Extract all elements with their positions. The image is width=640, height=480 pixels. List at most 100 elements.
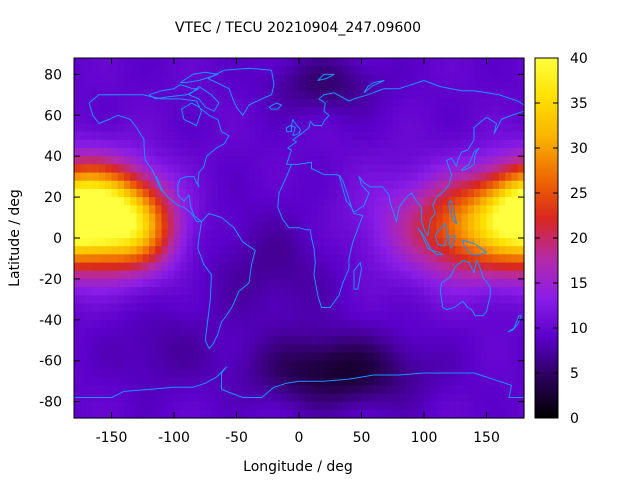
heatmap-cell: [124, 197, 131, 206]
heatmap-cell: [417, 90, 425, 100]
heatmap-cell: [305, 164, 313, 174]
heatmap-cell: [305, 409, 313, 419]
heatmap-cell: [305, 197, 313, 206]
heatmap-cell: [230, 246, 238, 255]
heatmap-cell: [149, 246, 156, 255]
heatmap-cell: [80, 270, 88, 280]
heatmap-cell: [399, 229, 406, 239]
coastline: [74, 366, 524, 398]
heatmap-cell: [130, 74, 138, 84]
heatmap-cell: [336, 336, 344, 345]
heatmap-cell: [155, 336, 163, 345]
heatmap-cell: [361, 368, 369, 378]
heatmap-cell: [305, 156, 313, 165]
heatmap-cell: [205, 90, 213, 100]
heatmap-cell: [261, 98, 269, 108]
heatmap-cell: [255, 74, 263, 84]
heatmap-cell: [86, 74, 94, 84]
heatmap-cell: [142, 278, 150, 288]
heatmap-cell: [167, 188, 175, 198]
heatmap-cell: [186, 131, 194, 141]
heatmap-cell: [161, 246, 169, 255]
heatmap-cell: [305, 278, 313, 288]
heatmap-cell: [292, 352, 300, 362]
heatmap-cell: [330, 131, 338, 141]
heatmap-cell: [467, 393, 475, 403]
heatmap-cell: [249, 221, 256, 231]
heatmap-cell: [186, 385, 194, 395]
heatmap-cell: [417, 344, 425, 354]
heatmap-cell: [242, 180, 250, 190]
heatmap-cell: [399, 148, 406, 157]
heatmap-cell: [411, 270, 419, 280]
heatmap-cell: [92, 311, 100, 321]
heatmap-cell: [117, 205, 125, 215]
heatmap-cell: [336, 131, 344, 141]
heatmap-cell: [380, 66, 388, 75]
heatmap-cell: [242, 131, 250, 141]
heatmap-cell: [386, 344, 394, 354]
heatmap-cell: [424, 328, 431, 337]
heatmap-cell: [299, 123, 306, 133]
heatmap-cell: [305, 82, 313, 92]
heatmap-cell: [124, 385, 131, 395]
heatmap-cell: [149, 352, 156, 362]
heatmap-cell: [186, 262, 194, 272]
heatmap-cell: [142, 262, 150, 272]
heatmap-cell: [442, 254, 450, 264]
heatmap-cell: [386, 213, 394, 223]
heatmap-cell: [392, 328, 400, 337]
heatmap-cell: [492, 287, 500, 296]
heatmap-cell: [399, 336, 406, 345]
heatmap-cell: [236, 352, 244, 362]
heatmap-cell: [405, 270, 413, 280]
heatmap-cell: [399, 270, 406, 280]
heatmap-cell: [192, 278, 200, 288]
heatmap-cell: [274, 74, 281, 84]
heatmap-cell: [474, 352, 481, 362]
heatmap-cell: [105, 164, 113, 174]
heatmap-cell: [374, 385, 381, 395]
heatmap-cell: [467, 90, 475, 100]
heatmap-cell: [124, 270, 131, 280]
heatmap-cell: [80, 246, 88, 255]
heatmap-cell: [86, 131, 94, 141]
heatmap-cell: [192, 156, 200, 165]
heatmap-cell: [486, 344, 494, 354]
heatmap-cell: [411, 82, 419, 92]
heatmap-cell: [274, 131, 281, 141]
heatmap-cell: [205, 172, 213, 182]
heatmap-cell: [374, 319, 381, 329]
heatmap-cell: [486, 262, 494, 272]
heatmap-cell: [236, 254, 244, 264]
heatmap-cell: [105, 262, 113, 272]
heatmap-cell: [386, 66, 394, 75]
heatmap-cell: [167, 401, 175, 411]
heatmap-cell: [255, 156, 263, 165]
heatmap-cell: [167, 213, 175, 223]
heatmap-cell: [217, 90, 225, 100]
heatmap-cell: [386, 180, 394, 190]
heatmap-cell: [299, 262, 306, 272]
heatmap-cell: [74, 360, 81, 370]
heatmap-cell: [424, 409, 431, 419]
heatmap-cell: [280, 115, 288, 125]
heatmap-cell: [317, 74, 325, 84]
heatmap-cell: [186, 270, 194, 280]
heatmap-cell: [467, 156, 475, 165]
heatmap-cell: [511, 98, 519, 108]
heatmap-cell: [149, 180, 156, 190]
heatmap-cell: [355, 311, 363, 321]
heatmap-cell: [486, 311, 494, 321]
heatmap-cell: [511, 303, 519, 313]
heatmap-cell: [155, 368, 163, 378]
heatmap-cell: [255, 82, 263, 92]
heatmap-cell: [242, 409, 250, 419]
heatmap-cell: [142, 148, 150, 157]
heatmap-cell: [336, 360, 344, 370]
heatmap-cell: [199, 295, 206, 305]
heatmap-cell: [217, 311, 225, 321]
heatmap-cell: [342, 82, 350, 92]
heatmap-cell: [167, 164, 175, 174]
heatmap-cell: [317, 368, 325, 378]
